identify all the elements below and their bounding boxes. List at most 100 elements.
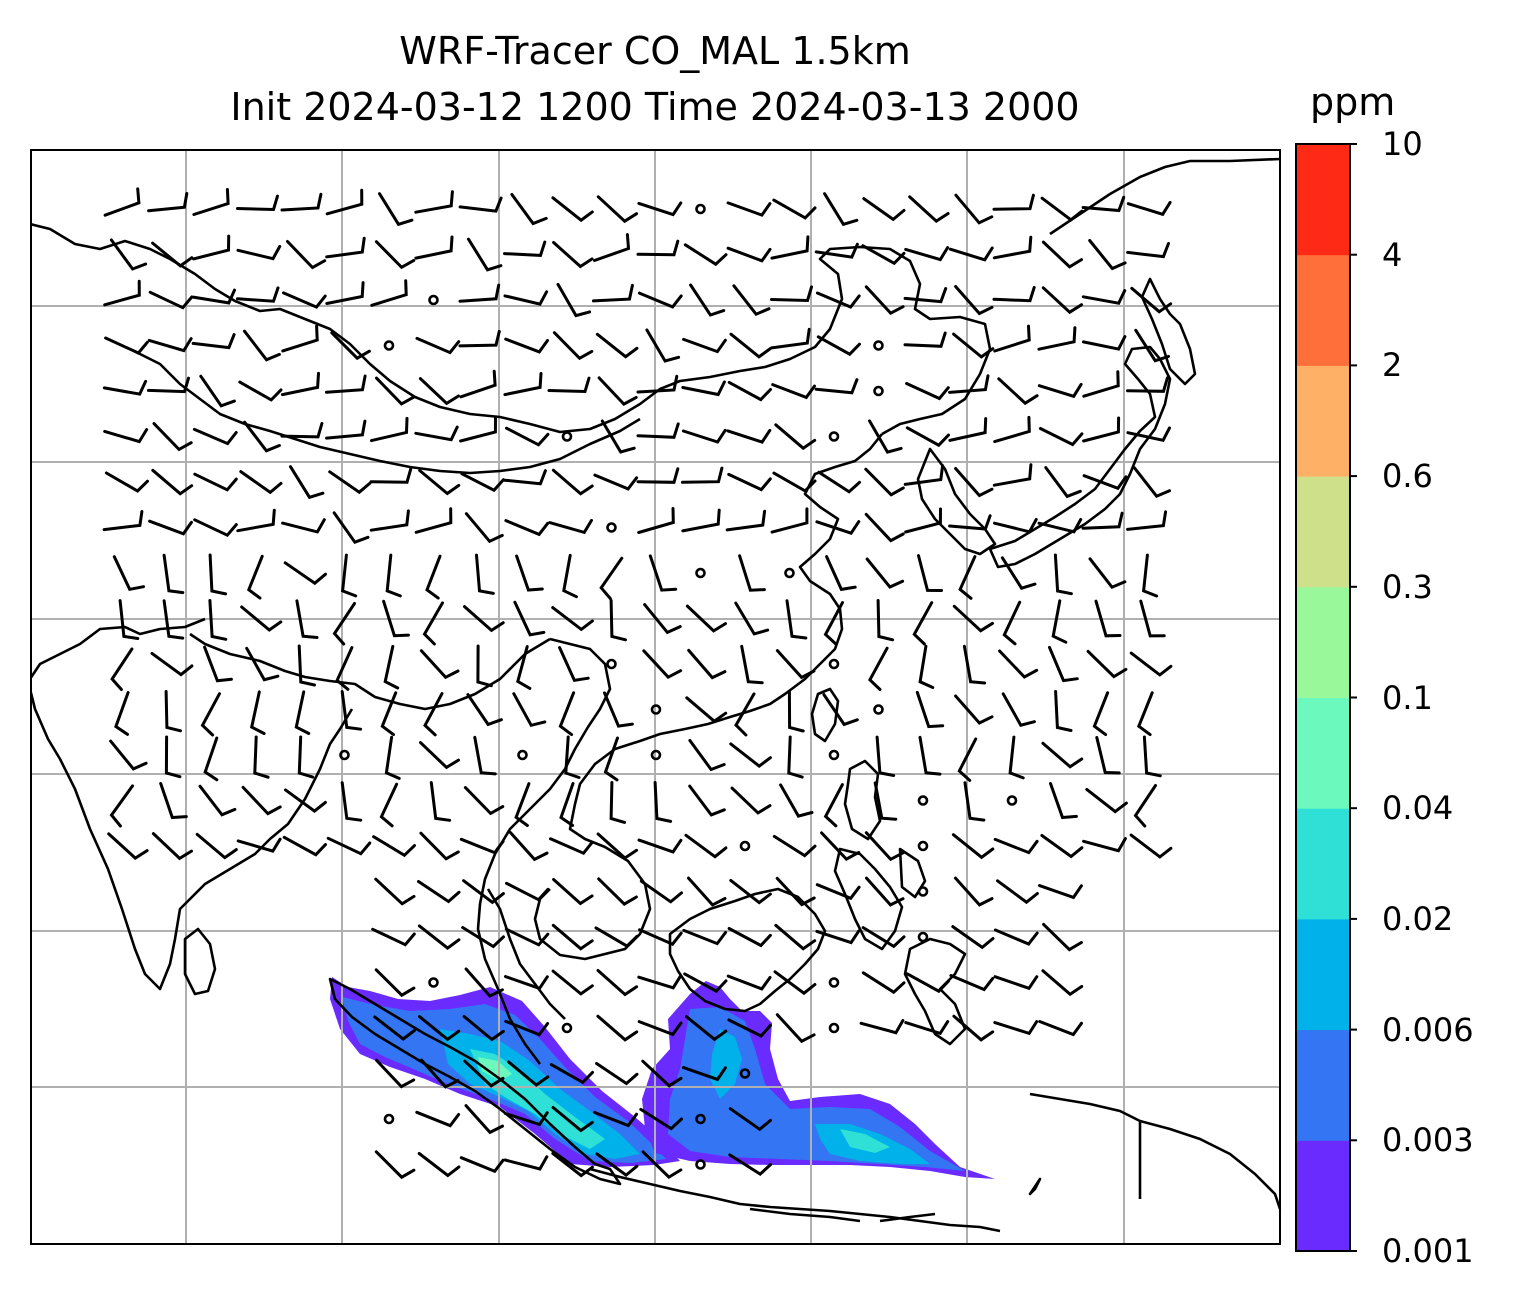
- wind-barb: [1139, 599, 1166, 638]
- wind-barb: [949, 974, 995, 992]
- wind-barb: [732, 284, 771, 317]
- wind-barb: [903, 464, 945, 486]
- wind-barb: [330, 331, 371, 361]
- calm-wind-marker: [517, 749, 528, 761]
- wind-barb: [1001, 692, 1036, 727]
- wind-barb: [1053, 553, 1073, 596]
- wind-barb: [208, 599, 228, 641]
- wind-barb: [1136, 691, 1154, 737]
- wind-barb: [815, 520, 861, 535]
- wind-barb: [462, 879, 505, 905]
- wind-barb: [726, 974, 772, 991]
- wind-barb: [551, 923, 594, 951]
- wind-barb: [595, 1152, 639, 1177]
- wind-barb: [458, 196, 503, 213]
- wind-barb: [425, 554, 442, 600]
- wind-barb: [369, 509, 410, 532]
- wind-barb: [785, 599, 808, 640]
- wind-barb: [148, 290, 194, 310]
- wind-barb: [1082, 474, 1128, 491]
- wind-barb: [952, 332, 995, 359]
- wind-barb: [963, 781, 986, 822]
- wind-barb: [245, 646, 280, 682]
- calm-wind-marker: [428, 294, 439, 306]
- wind-barb: [372, 835, 416, 858]
- wind-barb: [374, 877, 416, 906]
- wind-barb: [422, 601, 444, 646]
- wind-barb: [243, 329, 281, 362]
- wind-barb: [787, 690, 805, 733]
- wind-barb: [876, 599, 895, 642]
- wind-barb: [1126, 242, 1170, 259]
- wind-barb: [549, 837, 594, 856]
- wind-barb: [730, 786, 772, 815]
- wind-barb: [236, 837, 282, 853]
- wind-barb: [681, 380, 726, 397]
- wind-barb: [915, 690, 945, 729]
- wind-barb: [864, 467, 905, 497]
- calm-wind-marker: [917, 931, 929, 943]
- calm-wind-marker: [383, 1113, 395, 1125]
- wind-barb: [1040, 196, 1084, 222]
- wind-barb: [770, 327, 811, 350]
- tracer-patch-borneo-high: [710, 1029, 742, 1099]
- border-mongolia: [129, 347, 641, 475]
- wind-barb: [283, 561, 327, 586]
- wind-barb: [282, 835, 327, 857]
- wind-barb: [727, 472, 772, 492]
- wind-barb: [814, 378, 859, 395]
- wind-barb: [772, 834, 817, 858]
- wind-barb: [637, 838, 683, 854]
- wind-barb: [1081, 335, 1127, 351]
- wind-barb: [954, 694, 994, 725]
- chart-title-line2: Init 2024-03-12 1200 Time 2024-03-13 200…: [230, 85, 1080, 129]
- wind-barb: [380, 691, 398, 737]
- wind-barb: [504, 519, 550, 537]
- wind-barb: [475, 553, 495, 595]
- wind-barb: [641, 1059, 683, 1088]
- wind-barb: [815, 883, 861, 901]
- wind-barb: [728, 1107, 772, 1132]
- wind-barb: [107, 832, 149, 860]
- wind-barb: [639, 879, 683, 904]
- wind-barb: [775, 649, 816, 680]
- wind-barb: [192, 234, 231, 261]
- wind-barb: [825, 555, 857, 592]
- wind-barb: [683, 243, 728, 267]
- wind-barb: [861, 244, 906, 266]
- wind-barb: [102, 510, 144, 532]
- wind-barb: [109, 739, 148, 771]
- wind-barb: [162, 599, 185, 640]
- calm-wind-marker: [606, 522, 617, 533]
- wind-barb: [779, 783, 814, 818]
- wind-barb: [862, 197, 906, 222]
- wind-barb: [562, 553, 578, 599]
- wind-barb: [332, 602, 356, 646]
- wind-barb: [908, 195, 950, 223]
- wind-barb: [164, 735, 182, 779]
- wind-barb: [725, 509, 767, 532]
- wind-barb: [340, 690, 363, 731]
- wind-barb: [1081, 195, 1126, 213]
- wind-barb: [464, 967, 504, 998]
- wind-barb: [378, 192, 414, 227]
- wind-barb: [414, 425, 459, 442]
- wind-barb: [948, 514, 992, 531]
- wind-barb: [645, 328, 681, 363]
- wind-barb: [200, 692, 221, 737]
- calm-wind-marker: [695, 1113, 706, 1125]
- wind-barb: [864, 285, 905, 316]
- wind-barb: [236, 194, 279, 212]
- wind-barb: [734, 601, 770, 636]
- wind-barb: [903, 287, 948, 304]
- wind-barb: [992, 285, 1036, 303]
- wind-barb: [648, 554, 678, 592]
- colorbar: [1295, 143, 1357, 1252]
- coastline-srilanka: [183, 927, 217, 996]
- wind-barb: [775, 876, 816, 907]
- wind-barb: [593, 1111, 638, 1128]
- wind-barb: [594, 926, 639, 948]
- wind-barb: [864, 831, 905, 862]
- wind-barb: [507, 1060, 550, 1087]
- wind-barb: [1088, 239, 1127, 271]
